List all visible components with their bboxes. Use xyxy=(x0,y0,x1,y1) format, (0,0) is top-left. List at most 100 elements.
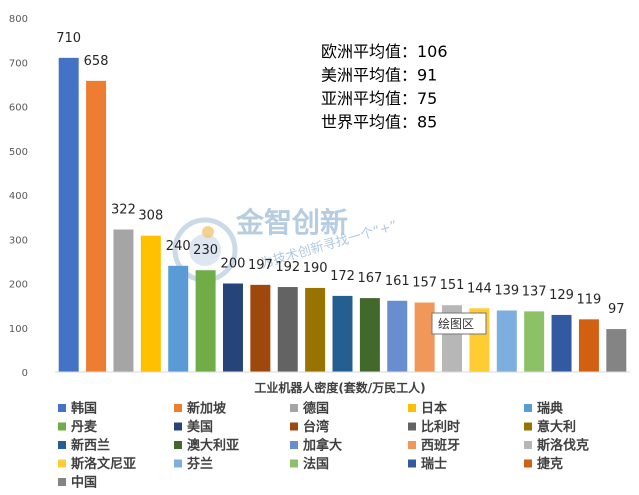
data-label: 240 xyxy=(166,239,191,254)
legend-label: 西班牙 xyxy=(421,438,460,454)
legend-label: 韩国 xyxy=(71,401,97,417)
y-tick-label: 600 xyxy=(9,103,28,114)
legend-swatch xyxy=(174,422,182,431)
legend-label: 斯洛文尼亚 xyxy=(71,456,136,472)
bar-3 xyxy=(113,229,134,372)
bar-10 xyxy=(305,287,326,372)
data-label: 190 xyxy=(303,261,328,276)
legend-label: 美国 xyxy=(187,419,213,435)
data-label: 230 xyxy=(193,243,218,258)
legend-swatch xyxy=(58,441,66,449)
data-label: 167 xyxy=(357,271,382,286)
legend-swatch xyxy=(290,404,298,412)
legend-swatch xyxy=(58,459,66,468)
bar-2 xyxy=(86,80,107,373)
bar-20 xyxy=(578,319,599,372)
data-label: 322 xyxy=(111,203,136,218)
legend-label: 德国 xyxy=(303,401,329,417)
data-label: 151 xyxy=(440,278,465,293)
legend-swatch xyxy=(408,422,416,431)
bar-12 xyxy=(359,298,380,372)
legend-label: 瑞士 xyxy=(421,456,447,472)
legend-swatch xyxy=(290,422,298,431)
legend-swatch xyxy=(408,404,416,412)
data-label: 144 xyxy=(467,281,492,296)
bar-17 xyxy=(496,310,517,372)
y-tick-label: 100 xyxy=(9,324,28,335)
data-label: 197 xyxy=(248,258,273,273)
tooltip-text: 绘图区 xyxy=(438,316,474,331)
bar-6 xyxy=(195,270,216,372)
legend-swatch xyxy=(58,478,66,486)
bar-7 xyxy=(222,283,243,372)
data-label: 137 xyxy=(522,284,547,299)
legend-label: 台湾 xyxy=(303,419,329,435)
legend-label: 丹麦 xyxy=(71,419,98,435)
legend-label: 法国 xyxy=(303,456,329,472)
legend-swatch xyxy=(524,422,532,431)
legend-label: 芬兰 xyxy=(186,456,213,472)
legend-label: 中国 xyxy=(71,475,97,491)
legend-swatch xyxy=(408,441,416,449)
data-label: 161 xyxy=(385,274,410,289)
y-tick-label: 400 xyxy=(9,191,28,202)
bars xyxy=(58,57,627,373)
legend-swatch xyxy=(524,441,532,449)
legend-label: 比利时 xyxy=(421,419,460,435)
legend-swatch xyxy=(174,459,182,468)
bar-18 xyxy=(524,311,545,372)
bar-8 xyxy=(250,284,271,372)
data-label: 119 xyxy=(577,292,602,307)
legend-swatch xyxy=(174,404,182,412)
bar-5 xyxy=(168,265,189,372)
x-axis-title: 工业机器人密度(套数/万民工人) xyxy=(254,380,425,395)
legend-label: 斯洛伐克 xyxy=(537,438,589,454)
annotation-line: 欧洲平均值：106 xyxy=(321,42,448,61)
annotation-line: 世界平均值：85 xyxy=(321,113,437,132)
bar-9 xyxy=(277,287,298,372)
bar-19 xyxy=(551,314,572,372)
legend-swatch xyxy=(174,441,182,449)
data-label: 172 xyxy=(330,269,355,284)
data-label: 97 xyxy=(608,302,625,317)
legend-label: 日本 xyxy=(421,401,447,417)
data-label: 710 xyxy=(56,31,81,46)
legend-swatch xyxy=(290,459,298,468)
y-axis: 0 100 200 300 400 500 600 700 800 xyxy=(9,14,28,379)
bar-13 xyxy=(387,300,408,372)
bar-1 xyxy=(58,57,79,372)
legend-label: 新加坡 xyxy=(187,401,227,417)
y-tick-label: 800 xyxy=(9,14,28,25)
data-label: 308 xyxy=(138,209,163,224)
bar-11 xyxy=(332,295,353,372)
plot-area-tooltip: 绘图区 xyxy=(431,312,487,335)
legend-label: 加拿大 xyxy=(302,438,342,454)
legend-swatch xyxy=(290,441,298,449)
y-tick-label: 700 xyxy=(9,58,28,69)
legend-swatch xyxy=(58,404,66,412)
y-tick-label: 300 xyxy=(9,235,28,246)
legend-label: 澳大利亚 xyxy=(187,438,239,454)
data-label: 192 xyxy=(275,260,300,275)
bar-4 xyxy=(140,235,161,372)
data-label: 129 xyxy=(549,288,574,303)
bar-21 xyxy=(606,329,627,372)
bar-14 xyxy=(414,302,435,372)
data-label: 200 xyxy=(221,257,246,272)
y-tick-label: 0 xyxy=(22,368,28,379)
legend-label: 捷克 xyxy=(537,456,563,472)
legend-label: 意大利 xyxy=(537,419,576,435)
data-label: 139 xyxy=(494,283,519,298)
average-annotations: 欧洲平均值：106 美洲平均值：91 亚洲平均值：75 世界平均值：85 xyxy=(321,42,448,132)
legend-label: 瑞典 xyxy=(537,401,563,417)
y-tick-label: 500 xyxy=(9,147,28,158)
data-label: 658 xyxy=(84,54,109,69)
legend-swatch xyxy=(58,422,66,431)
legend-swatch xyxy=(524,459,532,468)
annotation-line: 美洲平均值：91 xyxy=(321,66,437,85)
annotation-line: 亚洲平均值：75 xyxy=(321,89,437,108)
